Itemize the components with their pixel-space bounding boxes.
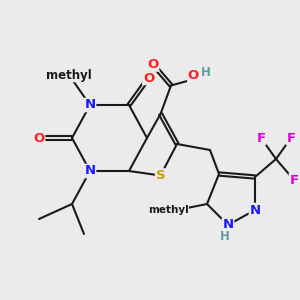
Text: N: N [222,218,234,232]
Text: F: F [256,131,266,145]
Text: F: F [286,131,296,145]
Text: N: N [84,164,96,178]
Text: methyl: methyl [46,68,92,82]
Text: O: O [143,71,154,85]
Text: O: O [33,131,45,145]
Text: N: N [249,203,261,217]
Text: methyl: methyl [148,205,188,215]
Text: S: S [156,169,165,182]
Text: F: F [290,173,298,187]
Text: O: O [188,69,199,82]
Text: N: N [84,98,96,112]
Text: H: H [220,230,230,244]
Text: H: H [201,66,210,79]
Text: O: O [147,58,159,71]
